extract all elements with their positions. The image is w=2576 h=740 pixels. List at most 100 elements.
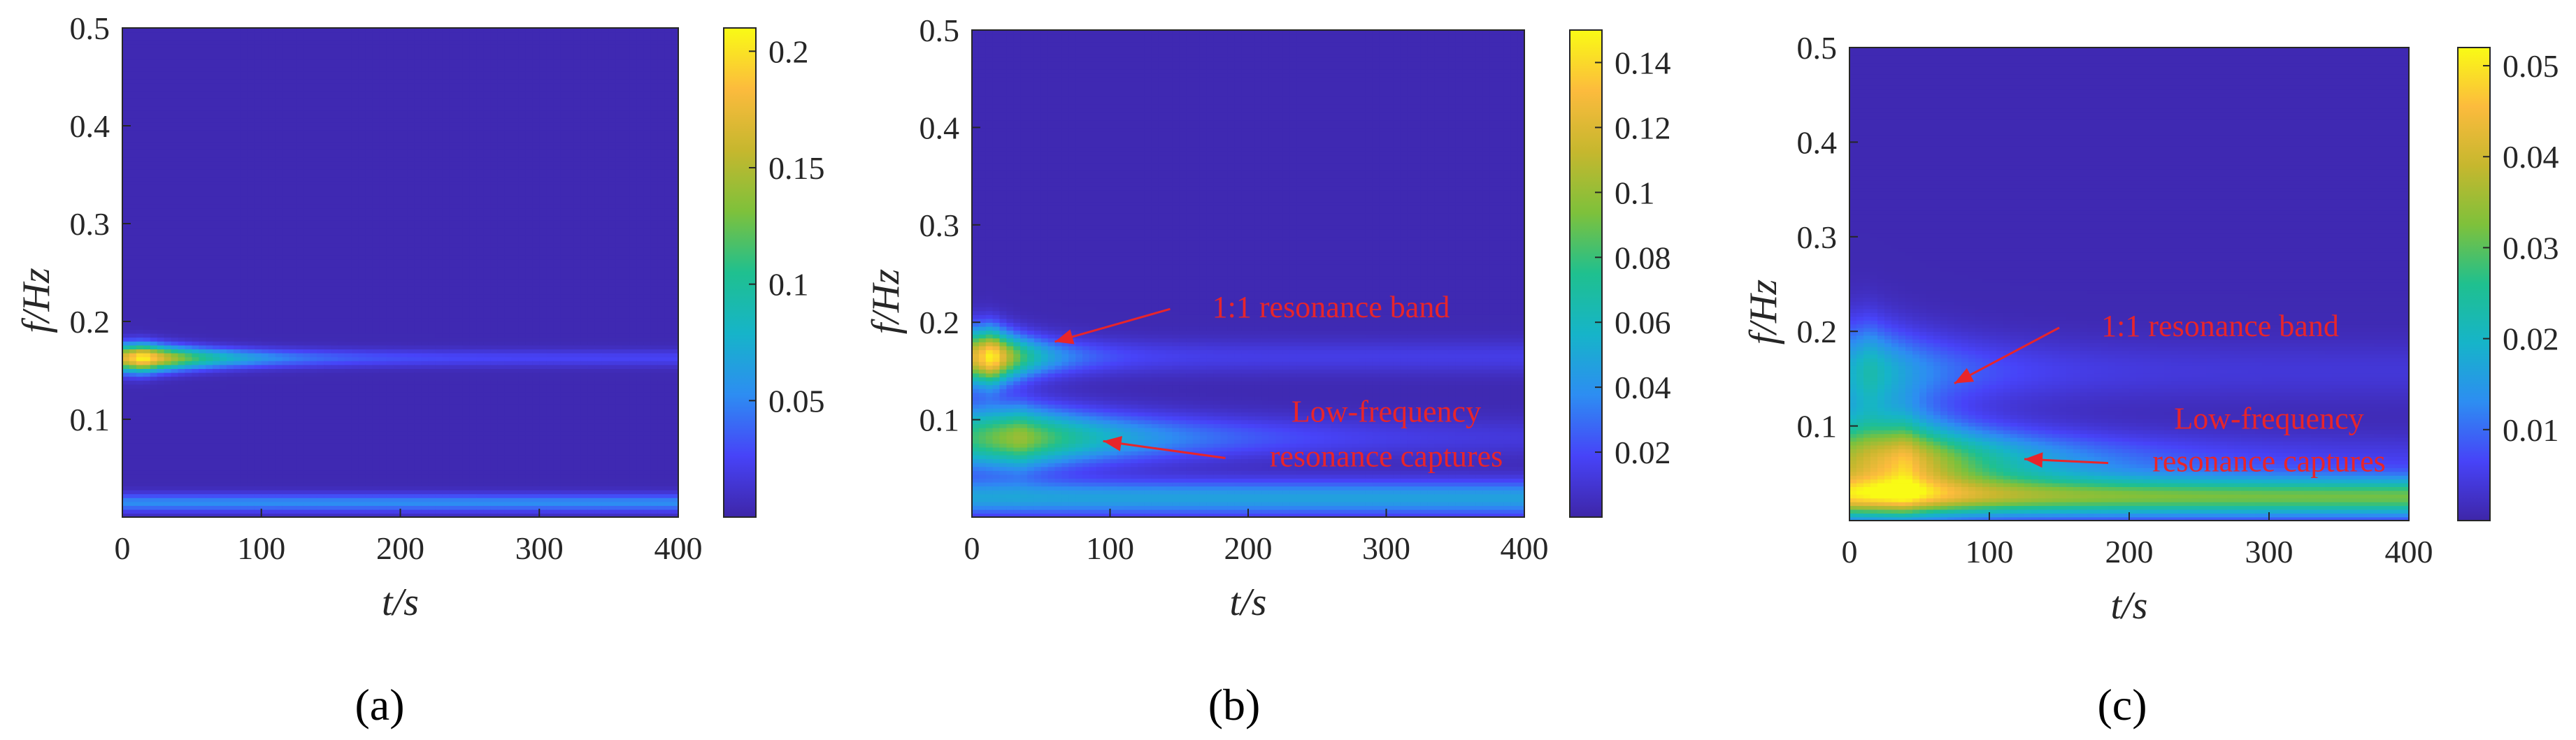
- heatmap-cell: [213, 99, 220, 103]
- heatmap-cell: [248, 505, 255, 509]
- heatmap-cell: [234, 243, 241, 247]
- heatmap-cell: [394, 396, 401, 400]
- heatmap-cell: [331, 200, 338, 204]
- heatmap-cell: [331, 110, 338, 115]
- heatmap-cell: [136, 490, 144, 494]
- heatmap-cell: [366, 415, 373, 419]
- heatmap-cell: [317, 439, 324, 443]
- heatmap-cell: [289, 505, 297, 509]
- heatmap-cell: [129, 310, 137, 314]
- heatmap-cell: [310, 224, 317, 228]
- heatmap-cell: [143, 189, 151, 193]
- heatmap-cell: [227, 165, 234, 169]
- heatmap-cell: [129, 247, 137, 252]
- heatmap-cell: [331, 400, 338, 404]
- heatmap-cell: [269, 365, 276, 369]
- heatmap-cell: [269, 153, 276, 157]
- heatmap-cell: [262, 36, 269, 40]
- heatmap-cell: [373, 138, 380, 142]
- heatmap-cell: [387, 502, 394, 506]
- heatmap-cell: [136, 314, 144, 318]
- heatmap-cell: [171, 48, 179, 52]
- heatmap-cell: [255, 251, 262, 255]
- heatmap-cell: [262, 161, 269, 165]
- heatmap-cell: [331, 407, 338, 412]
- heatmap-cell: [269, 106, 276, 110]
- heatmap-cell: [150, 286, 158, 291]
- heatmap-cell: [143, 150, 151, 154]
- heatmap-cell: [276, 380, 283, 384]
- heatmap-cell: [289, 482, 297, 486]
- heatmap-cell: [213, 228, 220, 232]
- heatmap-cell: [122, 458, 130, 463]
- heatmap-cell: [157, 310, 165, 314]
- heatmap-cell: [157, 189, 165, 193]
- heatmap-cell: [248, 333, 255, 338]
- heatmap-cell: [255, 337, 262, 341]
- heatmap-cell: [269, 493, 276, 498]
- heatmap-cell: [234, 493, 241, 498]
- heatmap-cell: [282, 423, 290, 428]
- heatmap-cell: [227, 216, 234, 220]
- heatmap-cell: [178, 443, 186, 447]
- heatmap-cell: [387, 466, 394, 470]
- heatmap-cell: [136, 165, 144, 169]
- heatmap-cell: [129, 251, 137, 255]
- heatmap-cell: [234, 71, 241, 75]
- heatmap-cell: [296, 52, 303, 56]
- heatmap-cell: [129, 345, 137, 349]
- heatmap-cell: [352, 43, 359, 48]
- heatmap-cell: [296, 278, 303, 282]
- heatmap-cell: [192, 243, 199, 247]
- heatmap-cell: [220, 384, 227, 389]
- heatmap-cell: [317, 102, 324, 106]
- heatmap-cell: [234, 114, 241, 118]
- heatmap-cell: [255, 216, 262, 220]
- heatmap-cell: [199, 145, 206, 150]
- heatmap-cell: [380, 474, 387, 478]
- heatmap-cell: [296, 247, 303, 252]
- heatmap-cell: [185, 454, 192, 458]
- heatmap-cell: [234, 87, 241, 91]
- heatmap-cell: [380, 423, 387, 428]
- heatmap-cell: [269, 48, 276, 52]
- heatmap-cell: [241, 204, 248, 208]
- heatmap-cell: [171, 349, 179, 353]
- heatmap-cell: [262, 502, 269, 506]
- heatmap-cell: [303, 333, 310, 338]
- heatmap-cell: [227, 502, 234, 506]
- heatmap-cell: [164, 48, 172, 52]
- heatmap-cell: [262, 341, 269, 345]
- heatmap-cell: [178, 150, 186, 154]
- heatmap-cell: [324, 404, 331, 408]
- heatmap-cell: [380, 192, 387, 196]
- heatmap-cell: [150, 94, 158, 99]
- heatmap-cell: [213, 235, 220, 240]
- heatmap-cell: [157, 255, 165, 259]
- heatmap-cell: [185, 75, 192, 79]
- heatmap-cell: [122, 337, 130, 341]
- heatmap-cell: [143, 298, 151, 302]
- heatmap-cell: [387, 126, 394, 130]
- heatmap-cell: [255, 447, 262, 451]
- heatmap-cell: [234, 509, 241, 514]
- heatmap-cell: [269, 82, 276, 87]
- heatmap-cell: [206, 180, 213, 184]
- heatmap-cell: [241, 267, 248, 271]
- heatmap-cell: [122, 196, 130, 201]
- heatmap-cell: [373, 412, 380, 416]
- heatmap-cell: [185, 228, 192, 232]
- heatmap-cell: [248, 165, 255, 169]
- heatmap-cell: [185, 275, 192, 279]
- heatmap-cell: [269, 490, 276, 494]
- heatmap-cell: [269, 404, 276, 408]
- heatmap-cell: [282, 493, 290, 498]
- heatmap-cell: [213, 407, 220, 412]
- heatmap-cell: [178, 412, 186, 416]
- heatmap-cell: [331, 290, 338, 294]
- heatmap-cell: [241, 169, 248, 173]
- heatmap-cell: [352, 388, 359, 392]
- heatmap-cell: [317, 184, 324, 189]
- heatmap-cell: [248, 208, 255, 212]
- heatmap-cell: [241, 505, 248, 509]
